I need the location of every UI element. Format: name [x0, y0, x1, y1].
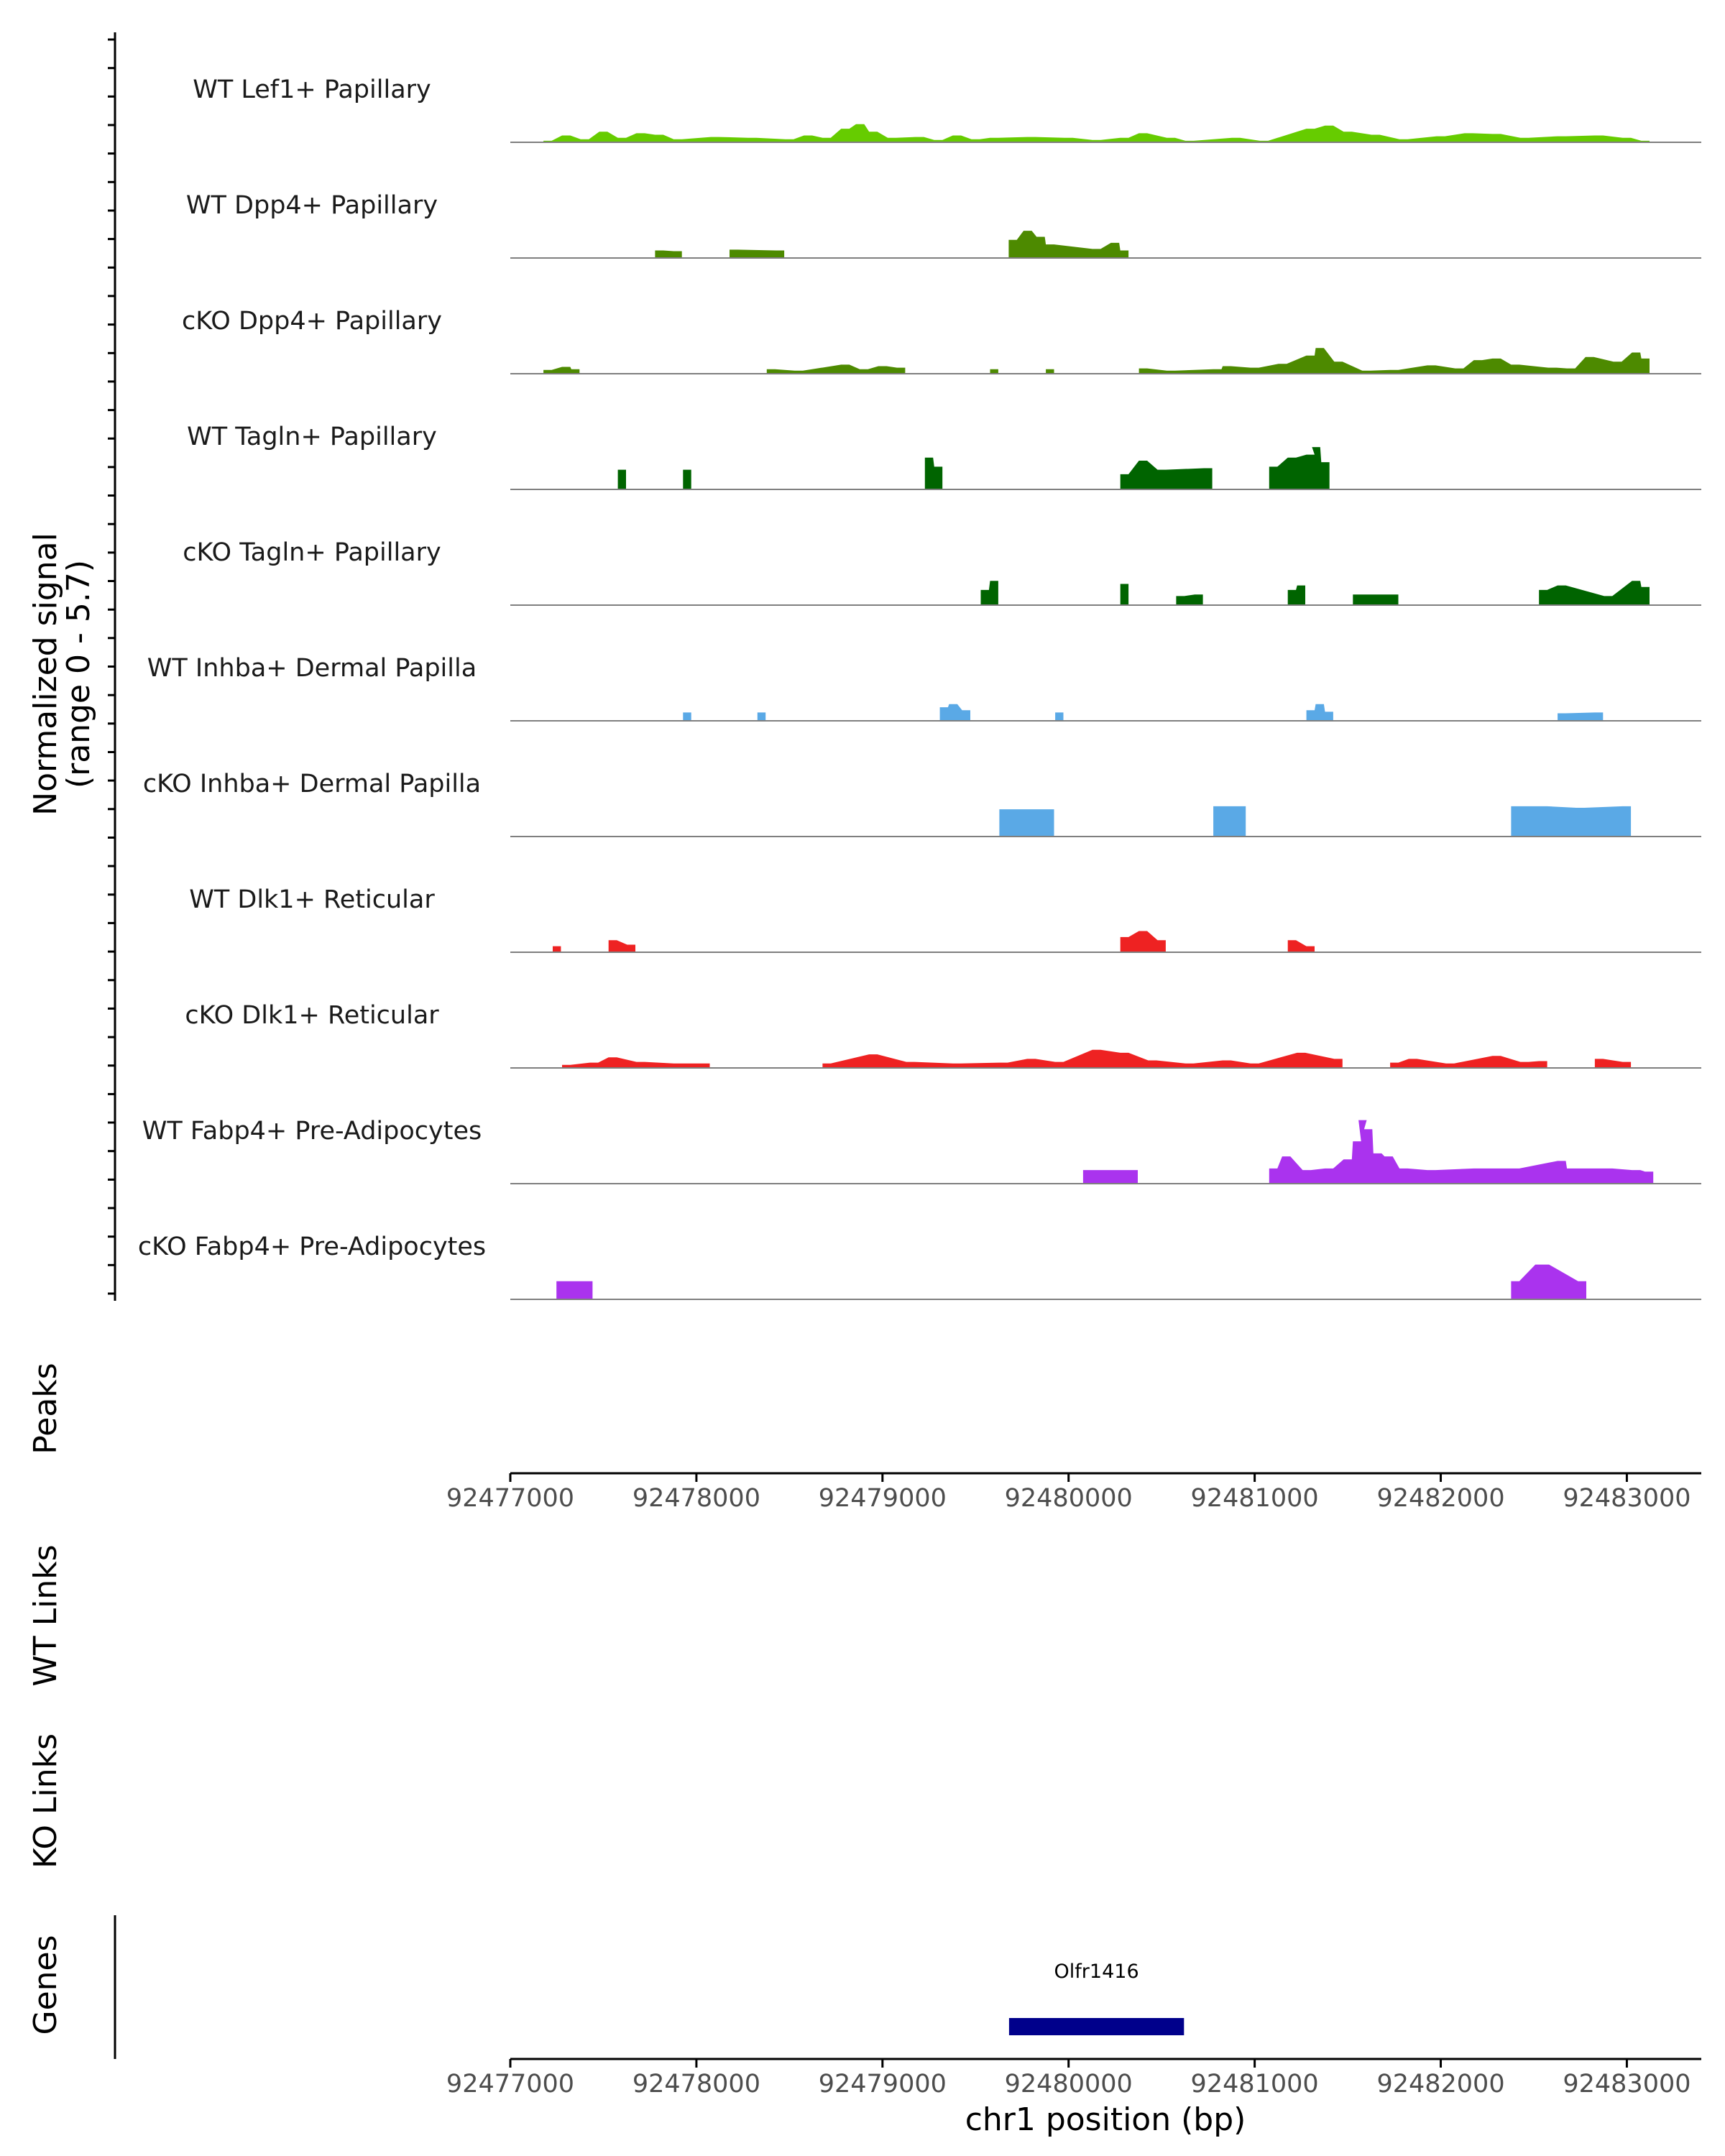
x-axis-tick-label: 92480000 — [1005, 2070, 1133, 2099]
track-signal-area — [655, 231, 1129, 258]
track-signal-area — [1082, 1120, 1654, 1184]
x-axis-tick-label: 92479000 — [819, 1484, 947, 1513]
track-label: cKO Tagln+ Papillary — [183, 538, 441, 567]
peaks-panel-title: Peaks — [27, 1363, 64, 1454]
track-label: WT Dpp4+ Papillary — [186, 191, 438, 220]
track-label: cKO Fabp4+ Pre-Adipocytes — [138, 1233, 486, 1261]
track-2: WT Dpp4+ Papillary — [186, 191, 1701, 259]
track-signal-area — [683, 704, 1604, 721]
track-label: WT Dlk1+ Reticular — [189, 885, 435, 914]
track-signal-area — [553, 931, 1315, 952]
track-7: cKO Inhba+ Dermal Papilla — [143, 770, 1701, 837]
x-axis-tick-label: 92478000 — [632, 1484, 760, 1513]
track-5: cKO Tagln+ Papillary — [183, 538, 1701, 606]
x-axis-tick-label: 92478000 — [632, 2070, 760, 2099]
track-signal-area — [999, 806, 1632, 837]
x-axis-tick-label: 92481000 — [1191, 1484, 1319, 1513]
track-signal-area — [562, 1049, 1632, 1068]
track-label: cKO Dlk1+ Reticular — [185, 1001, 439, 1030]
signal-axis-ticks — [108, 38, 115, 1295]
signal-axis-title-line1: Normalized signal — [27, 533, 64, 816]
gene-annotations: Olfr1416 — [1008, 1961, 1184, 2035]
x-axis-tick-label: 92477000 — [446, 2070, 574, 2099]
x-axis-tick-label: 92483000 — [1563, 1484, 1690, 1513]
x-axis-tick-label: 92480000 — [1005, 1484, 1133, 1513]
x-axis-tick-label: 92479000 — [819, 2070, 947, 2099]
track-8: WT Dlk1+ Reticular — [189, 885, 1701, 953]
track-11: cKO Fabp4+ Pre-Adipocytes — [138, 1233, 1701, 1300]
track-label: WT Fabp4+ Pre-Adipocytes — [142, 1117, 482, 1146]
track-10: WT Fabp4+ Pre-Adipocytes — [142, 1117, 1701, 1184]
track-4: WT Tagln+ Papillary — [187, 423, 1701, 490]
gene-body — [1008, 2018, 1184, 2035]
track-9: cKO Dlk1+ Reticular — [185, 1001, 1701, 1069]
x-axis-tick-label: 92482000 — [1376, 2070, 1504, 2099]
track-label: cKO Dpp4+ Papillary — [182, 307, 442, 336]
x-axis-genes: 92477000 92478000 92479000 92480000 92481000… — [446, 2058, 1701, 2099]
x-axis-tick-label: 92481000 — [1191, 2070, 1319, 2099]
track-signal-area — [556, 1264, 1587, 1299]
ko-links-panel-title: KO Links — [27, 1733, 64, 1869]
track-label: WT Lef1+ Papillary — [193, 75, 431, 104]
x-axis-tick-label: 92483000 — [1563, 2070, 1690, 2099]
x-axis-peaks: 92477000 92478000 92479000 92480000 92481000… — [446, 1472, 1701, 1513]
track-signal-area — [617, 447, 1330, 489]
coverage-tracks: WT Lef1+ Papillary WT Dpp4+ Papillary cKO … — [138, 75, 1701, 1300]
track-6: WT Inhba+ Dermal Papilla — [147, 654, 1701, 722]
wt-links-panel-title: WT Links — [27, 1544, 64, 1686]
track-label: WT Inhba+ Dermal Papilla — [147, 654, 477, 683]
track-label: WT Tagln+ Papillary — [187, 423, 437, 451]
track-signal-area — [980, 581, 1650, 605]
x-axis-title: chr1 position (bp) — [965, 2101, 1246, 2138]
track-3: cKO Dpp4+ Papillary — [182, 307, 1701, 374]
x-axis-tick-label: 92477000 — [446, 1484, 574, 1513]
track-1: WT Lef1+ Papillary — [193, 75, 1701, 143]
track-signal-area — [543, 124, 1650, 142]
track-label: cKO Inhba+ Dermal Papilla — [143, 770, 481, 798]
gene-label: Olfr1416 — [1054, 1961, 1139, 1983]
track-signal-area — [543, 348, 1650, 374]
signal-axis-title-line2: (range 0 - 5.7) — [60, 560, 97, 788]
genes-panel-title: Genes — [27, 1935, 64, 2035]
x-axis-tick-label: 92482000 — [1376, 1484, 1504, 1513]
